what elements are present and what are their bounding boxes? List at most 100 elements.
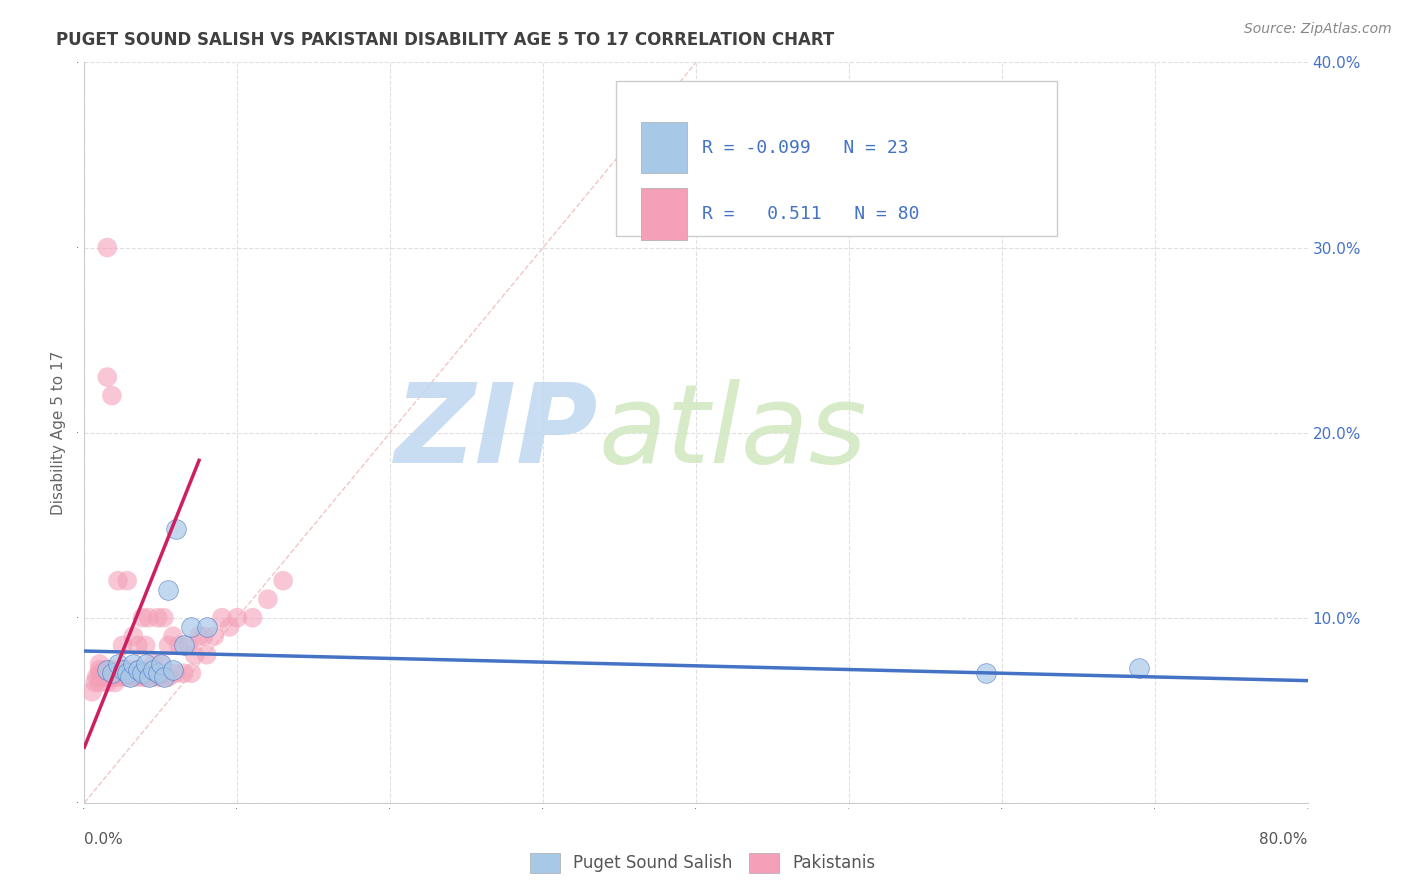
Point [104,670,127,684]
Point [86,670,108,684]
Point [153,670,176,684]
Point [157,670,180,684]
Point [101,670,124,684]
Point [149,657,172,671]
Point [146,610,169,624]
Point [120,670,142,684]
Y-axis label: Disability Age 5 to 17: Disability Age 5 to 17 [51,351,66,515]
Point [89,670,111,684]
Point [131,670,153,684]
Point [142,666,165,681]
Legend: Puget Sound Salish, Pakistanis: Puget Sound Salish, Pakistanis [523,847,883,880]
Point [1128,661,1150,675]
FancyBboxPatch shape [616,81,1057,236]
Point [104,666,127,681]
Point [115,666,138,681]
Point [89,657,111,671]
Point [101,670,124,684]
Point [127,639,149,653]
Text: R = -0.099   N = 23: R = -0.099 N = 23 [702,138,908,157]
Point [120,670,142,684]
Point [165,522,187,536]
Point [96,666,118,681]
Point [122,657,145,671]
Point [146,666,169,681]
Point [96,675,118,690]
Point [104,675,127,690]
Point [188,629,211,643]
Point [135,657,157,671]
Point [107,657,129,671]
Point [271,574,294,588]
Point [183,648,205,662]
Point [111,639,134,653]
Point [202,629,225,643]
Point [153,670,176,684]
Text: PUGET SOUND SALISH VS PAKISTANI DISABILITY AGE 5 TO 17 CORRELATION CHART: PUGET SOUND SALISH VS PAKISTANI DISABILI… [56,31,835,49]
Point [93,670,115,684]
Point [195,648,218,662]
Point [135,666,157,681]
Point [173,639,195,653]
Point [80,685,103,699]
Point [101,388,124,402]
Point [96,670,118,684]
Point [96,670,118,684]
Text: ZIP: ZIP [395,379,598,486]
Point [167,639,190,653]
Point [101,666,124,681]
Point [162,663,184,677]
Point [146,670,169,684]
Point [91,666,114,681]
Point [142,663,165,677]
Point [115,666,138,681]
Text: 0.0%: 0.0% [84,832,124,847]
Point [162,629,184,643]
Point [107,574,129,588]
FancyBboxPatch shape [641,188,688,240]
Point [101,666,124,681]
Point [193,629,215,643]
Point [84,675,107,690]
Point [96,240,118,255]
Point [142,670,165,684]
Point [180,620,202,634]
Text: atlas: atlas [598,379,866,486]
Point [115,670,138,684]
Point [218,620,240,634]
Point [131,666,153,681]
Point [120,666,142,681]
Point [976,666,998,681]
Point [165,666,187,681]
Text: Source: ZipAtlas.com: Source: ZipAtlas.com [1244,22,1392,37]
Point [120,663,142,677]
Point [226,610,249,624]
Point [107,666,129,681]
Point [89,663,111,677]
Point [157,639,180,653]
Point [111,670,134,684]
Point [89,675,111,690]
Point [177,639,200,653]
Point [211,610,233,624]
Text: R =   0.511   N = 80: R = 0.511 N = 80 [702,205,920,223]
Point [96,370,118,384]
Point [111,663,134,677]
Point [89,666,111,681]
Point [127,663,149,677]
Point [135,639,157,653]
Point [138,610,160,624]
Point [180,666,202,681]
Point [91,670,114,684]
Point [111,663,134,677]
Text: 80.0%: 80.0% [1260,832,1308,847]
Point [173,666,195,681]
Point [115,574,138,588]
Point [127,663,149,677]
Point [107,670,129,684]
Point [131,610,153,624]
Point [135,670,157,684]
Point [127,670,149,684]
Point [142,657,165,671]
Point [96,663,118,677]
